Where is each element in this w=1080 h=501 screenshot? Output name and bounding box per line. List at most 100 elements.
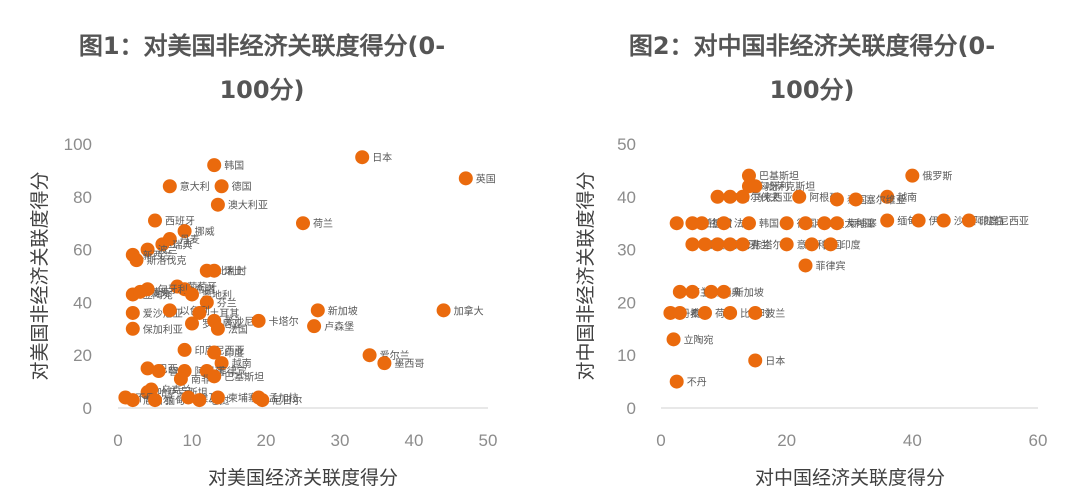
chart-1-data-label: 瑞士 <box>224 265 244 278</box>
chart-2-data-point <box>798 258 813 273</box>
chart-1-data-label: 缅甸 <box>165 394 185 407</box>
chart-2-data-point <box>911 213 926 228</box>
chart-1-data-point <box>377 356 392 371</box>
chart-2-data-point <box>723 305 738 320</box>
chart-1-data-label: 新加坡 <box>328 304 358 317</box>
chart-1-data-label: 澳大利亚 <box>228 199 268 212</box>
chart-2-data-point <box>704 284 719 299</box>
chart-2-china: 图2：对中国非经济关联度得分(0- 100分) 0 20 40 60 0 10 20 30 40… <box>575 32 1047 489</box>
chart-1-data-point <box>210 197 225 212</box>
chart-2-data-label: 菲律宾 <box>816 259 846 272</box>
chart-1-data-point <box>458 171 473 186</box>
chart-1-data-label: 日本 <box>372 151 392 164</box>
chart-1-data-point <box>162 179 177 194</box>
chart-1-data-label: 斯洛伐克 <box>147 254 187 267</box>
chart-2-data-point <box>829 192 844 207</box>
chart-2-data-point <box>735 237 750 252</box>
chart-1-data-point <box>192 305 207 320</box>
chart-2-data-label: 马尔代夫 <box>740 191 780 204</box>
chart-1-data-label: 捷克 <box>150 286 170 299</box>
chart-2-data-point <box>669 216 684 231</box>
chart-1-data-label: 卡塔尔 <box>269 315 299 328</box>
chart-2-data-point <box>936 213 951 228</box>
chart-2-data-point <box>848 192 863 207</box>
chart-1-data-point <box>207 345 222 360</box>
chart-2-data-label: 波兰 <box>765 307 785 320</box>
chart-1-data-point <box>125 321 140 336</box>
chart-1-data-label: 意大利 <box>180 180 210 193</box>
chart-2-data-label: 印度尼西亚 <box>979 215 1029 228</box>
chart-1-data-label: 墨西哥 <box>394 358 424 370</box>
chart-2-data-label: 柬埔寨 <box>847 217 877 230</box>
chart-1-data-point <box>199 295 214 310</box>
chart-2-data-point <box>697 305 712 320</box>
chart-1-y-axis-label: 对美国非经济关联度得分 <box>29 171 51 380</box>
chart-1-data-point <box>310 303 325 318</box>
chart-2-data-point <box>905 168 920 183</box>
chart-2-data-label: 马来西亚 <box>753 192 793 204</box>
chart-1-data-point <box>177 342 192 357</box>
chart-1-data-point <box>192 393 207 408</box>
chart-2-data-point <box>961 213 976 228</box>
chart-1-data-point <box>185 316 199 331</box>
chart-2-data-point <box>710 237 725 252</box>
chart-2-y-tick-label: 10 <box>617 346 636 365</box>
chart-1-x-tick-label: 40 <box>405 431 424 450</box>
chart-2-x-tick-label: 40 <box>903 431 922 450</box>
chart-1-data-point <box>307 319 322 334</box>
chart-1-data-point <box>251 313 266 328</box>
chart-2-data-point <box>716 216 731 231</box>
chart-1-data-label: 孟加拉 <box>269 391 299 404</box>
chart-1-data-point <box>140 282 155 297</box>
chart-2-data-point <box>685 284 700 299</box>
chart-2-data-point <box>723 189 738 204</box>
chart-1-data-label: 德国 <box>232 180 252 193</box>
chart-1-data-label: 卢森堡 <box>324 320 354 333</box>
chart-1-data-point <box>255 393 270 408</box>
chart-1-data-point <box>148 393 162 408</box>
chart-2-data-point <box>748 179 763 194</box>
chart-1-data-label: 挪威 <box>195 225 215 238</box>
chart-2-data-point <box>710 189 725 204</box>
chart-1-data-label: 英国 <box>476 172 496 185</box>
chart-2-data-label: 日本 <box>765 354 785 367</box>
chart-2-data-point <box>741 168 756 183</box>
chart-2-y-tick-label: 40 <box>617 188 636 207</box>
chart-2-data-label: 印度 <box>841 238 861 251</box>
chart-2-y-tick-label: 30 <box>617 241 636 260</box>
chart-1-data-point <box>125 393 140 408</box>
chart-1-x-tick-label: 20 <box>257 431 276 450</box>
chart-1-data-point <box>207 369 222 384</box>
chart-1-data-label: 保加利亚 <box>143 323 183 336</box>
chart-2-data-label: 韩国 <box>759 217 779 230</box>
chart-1-data-label: 印度 <box>224 347 244 360</box>
chart-2-y-tick-label: 0 <box>627 399 636 418</box>
chart-1-data-label: 瑞典 <box>172 238 192 251</box>
chart-2-data-point <box>829 216 844 231</box>
chart-2-data-point <box>666 332 681 347</box>
chart-1-data-label: 希腊 <box>195 283 215 296</box>
chart-1-data-label: 西班牙 <box>165 216 195 228</box>
chart-2-data-point <box>804 237 819 252</box>
chart-2-data-label: 哈萨克斯坦 <box>765 180 815 193</box>
chart-2-y-tick-label: 20 <box>617 293 636 312</box>
chart-1-data-point <box>355 150 370 165</box>
chart-1-y-tick-label: 0 <box>83 399 92 418</box>
chart-1-data-point <box>214 356 229 371</box>
chart-2-data-label: 塞尔维亚 <box>866 193 906 206</box>
chart-1-y-tick-label: 40 <box>73 293 92 312</box>
chart-2-data-point <box>748 353 763 368</box>
chart-1-data-point <box>151 364 166 379</box>
chart-2-data-label: 卡塔尔 <box>753 238 783 251</box>
chart-1-x-tick-label: 30 <box>331 431 350 450</box>
chart-1-data-point <box>362 348 377 363</box>
chart-2-data-point <box>697 237 712 252</box>
chart-1-data-point <box>144 382 159 397</box>
chart-1-data-label: 荷兰 <box>313 217 333 230</box>
chart-1-data-point <box>207 158 222 173</box>
chart-2-data-point <box>748 305 763 320</box>
chart-2-data-point <box>669 374 684 389</box>
chart-1-data-label: 新西兰 <box>143 249 173 262</box>
chart-2-x-tick-label: 60 <box>1029 431 1048 450</box>
chart-2-data-label: 越南 <box>897 191 917 204</box>
